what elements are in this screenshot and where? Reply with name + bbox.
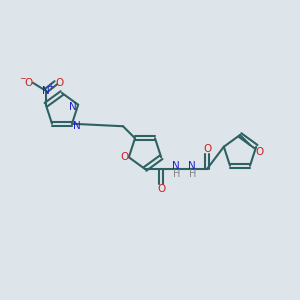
Text: O: O	[255, 147, 263, 157]
Text: N: N	[73, 121, 81, 131]
Text: N: N	[188, 161, 196, 171]
Text: H: H	[173, 169, 181, 179]
Text: O: O	[203, 144, 211, 154]
Text: H: H	[189, 169, 197, 179]
Text: +: +	[48, 82, 54, 91]
Text: O: O	[25, 78, 33, 88]
Text: N: N	[172, 161, 180, 171]
Text: N: N	[69, 102, 77, 112]
Text: O: O	[157, 184, 165, 194]
Text: −: −	[19, 74, 26, 83]
Text: O: O	[121, 152, 129, 162]
Text: O: O	[56, 78, 64, 88]
Text: N: N	[42, 86, 50, 96]
